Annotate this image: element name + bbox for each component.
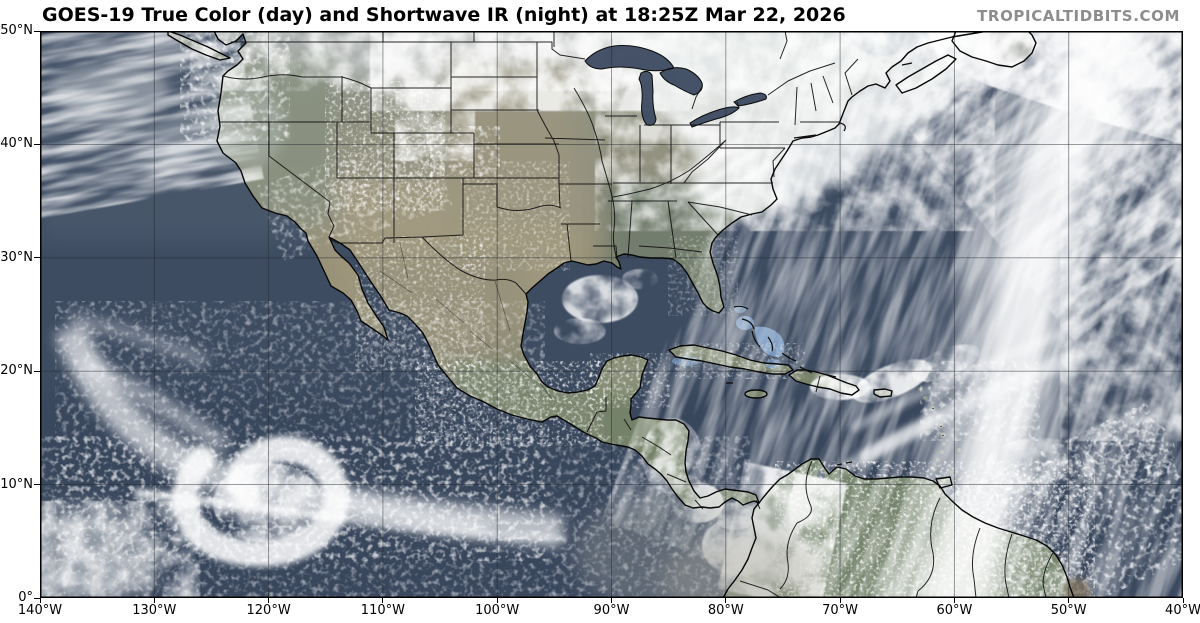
cloud-layer xyxy=(40,31,1183,598)
tick-mark xyxy=(34,143,40,145)
dust-haze xyxy=(573,491,1090,598)
lat-axis: 50°N 40°N 30°N 20°N 10°N 0° xyxy=(0,0,40,623)
lat-tick-label: 40°N xyxy=(0,136,33,152)
lon-tick-label: 40°W xyxy=(1165,603,1200,618)
tick-mark xyxy=(34,597,40,599)
map-frame xyxy=(40,31,1183,598)
map-title: GOES-19 True Color (day) and Shortwave I… xyxy=(42,4,846,26)
satellite-imagery xyxy=(40,31,1183,598)
lon-tick-label: 130°W xyxy=(132,603,177,618)
tick-mark xyxy=(611,598,612,603)
lon-tick-label: 120°W xyxy=(246,603,291,618)
lat-tick-label: 20°N xyxy=(0,363,33,379)
lon-tick-label: 90°W xyxy=(593,603,630,618)
lon-tick-label: 60°W xyxy=(936,603,973,618)
site-watermark[interactable]: TROPICALTIDBITS.COM xyxy=(977,7,1180,25)
tick-mark xyxy=(1182,598,1184,603)
lon-tick-label: 100°W xyxy=(475,603,520,618)
lon-tick-label: 50°W xyxy=(1050,603,1087,618)
tick-mark xyxy=(34,370,40,372)
lon-tick-label: 110°W xyxy=(360,603,405,618)
tick-mark xyxy=(34,257,40,259)
lat-tick-label: 10°N xyxy=(0,476,33,492)
tick-mark xyxy=(268,598,270,603)
tick-mark xyxy=(839,598,841,603)
satellite-map xyxy=(40,31,1183,598)
tick-mark xyxy=(725,598,727,603)
tick-mark xyxy=(382,598,384,603)
lat-tick-label: 0° xyxy=(18,590,33,605)
lon-tick-label: 80°W xyxy=(707,603,744,618)
tick-mark xyxy=(34,484,40,486)
tick-mark xyxy=(39,598,41,603)
tick-mark xyxy=(153,598,155,603)
tick-mark xyxy=(34,30,40,32)
tick-mark xyxy=(953,598,955,603)
lat-tick-label: 50°N xyxy=(0,23,33,38)
lon-tick-label: 70°W xyxy=(822,603,859,618)
tick-mark xyxy=(496,598,498,603)
lat-tick-label: 30°N xyxy=(0,249,33,265)
tick-mark xyxy=(1068,598,1070,603)
